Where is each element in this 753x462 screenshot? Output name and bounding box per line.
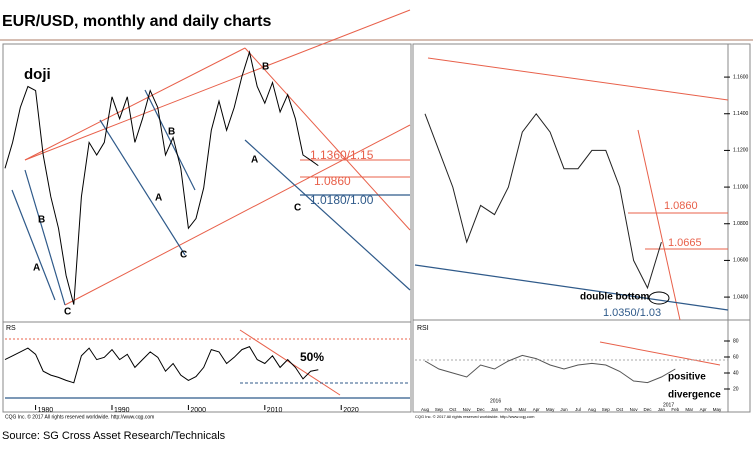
trend-lines (5, 89, 729, 399)
annotation: 1.0860 (664, 200, 698, 212)
y-tick-label: 1.0800 (733, 221, 749, 227)
annotation: B (168, 127, 175, 138)
annotation: RSI (417, 325, 429, 332)
annotation: RS (6, 325, 16, 332)
x-tick-label: Feb (505, 407, 513, 412)
annotation: divergence (668, 390, 721, 401)
y-tick-label: 60 (733, 354, 739, 360)
x-tick-label: Mar (685, 407, 693, 412)
circle (648, 291, 670, 305)
x-tick-label: Jun (560, 407, 568, 412)
x-tick-label: 2020 (343, 407, 359, 414)
annotation: C (180, 250, 187, 261)
annotation: C (294, 203, 301, 214)
x-tick-label: 2000 (190, 407, 206, 414)
title: EUR/USD, monthly and daily charts (2, 13, 271, 30)
annotation: A (33, 263, 40, 274)
x-tick-label: Apr (533, 407, 541, 412)
x-tick-label: Jan (491, 407, 499, 412)
x-tick-label: Mar (518, 407, 526, 412)
y-tick-label: 1.1400 (733, 111, 749, 117)
annotation: doji (24, 66, 51, 83)
x-tick-label: Sep (602, 407, 611, 412)
annotation: A (251, 155, 258, 166)
annotation: positive (668, 372, 706, 383)
annotation: double bottom (580, 292, 650, 303)
x-tick-label: Dec (477, 407, 486, 412)
annotation: 50% (300, 350, 324, 364)
left-frame (2, 43, 412, 413)
price-line (4, 50, 319, 305)
x-tick-label: Jul (575, 407, 581, 412)
annotation: B (38, 215, 45, 226)
annotation: 1.0665 (668, 237, 702, 249)
x-tick-label: Oct (449, 407, 457, 412)
x-tick-label: Nov (463, 407, 472, 412)
x-tick-label: May (713, 407, 722, 412)
x-tick-label: 2010 (267, 407, 283, 414)
annotation: C (64, 307, 71, 318)
x-tick-label: Oct (616, 407, 624, 412)
y-tick-label: 1.1200 (733, 148, 749, 154)
note: CQG Inc. © 2017 All rights reserved worl… (415, 414, 535, 419)
x-tick-label: Sep (435, 407, 444, 412)
price-line (424, 112, 662, 290)
y-tick-label: 1.1000 (733, 184, 749, 190)
annotation: B (262, 62, 269, 73)
x-tick-label: Apr (700, 407, 708, 412)
y-tick-label: 1.0600 (733, 258, 749, 264)
price-line (424, 354, 676, 384)
x-tick-label: May (546, 407, 555, 412)
annotation: 1.1360/1.15 (310, 148, 374, 162)
x-tick-label: Aug (588, 407, 597, 412)
x-tick-label: Dec (643, 407, 652, 412)
y-tick-label: 80 (733, 338, 739, 344)
annotation: 1.0860 (314, 174, 351, 188)
y-tick-label: 20 (733, 386, 739, 392)
annotation: A (155, 193, 162, 204)
x-tick-label: 1980 (38, 407, 54, 414)
x-tick-label: Aug (421, 407, 430, 412)
x-tick-label: Feb (671, 407, 679, 412)
annotation: 1.0180/1.00 (310, 193, 374, 207)
note: CQG Inc. © 2017 All rights reserved worl… (5, 413, 154, 420)
source: Source: SG Cross Asset Research/Technica… (2, 430, 226, 442)
right-frame (412, 43, 751, 413)
x-tick-label: Jan (658, 407, 666, 412)
y-tick-label: 1.0400 (733, 294, 749, 300)
price-line (4, 345, 319, 384)
y-tick-label: 1.1600 (733, 74, 749, 80)
annotation: 2017 (663, 402, 674, 408)
annotation: 1.0350/1.03 (603, 307, 661, 319)
x-tick-label: Nov (630, 407, 639, 412)
x-tick-label: 1990 (114, 407, 130, 414)
annotation: 2016 (490, 398, 501, 404)
y-tick-label: 40 (733, 370, 739, 376)
